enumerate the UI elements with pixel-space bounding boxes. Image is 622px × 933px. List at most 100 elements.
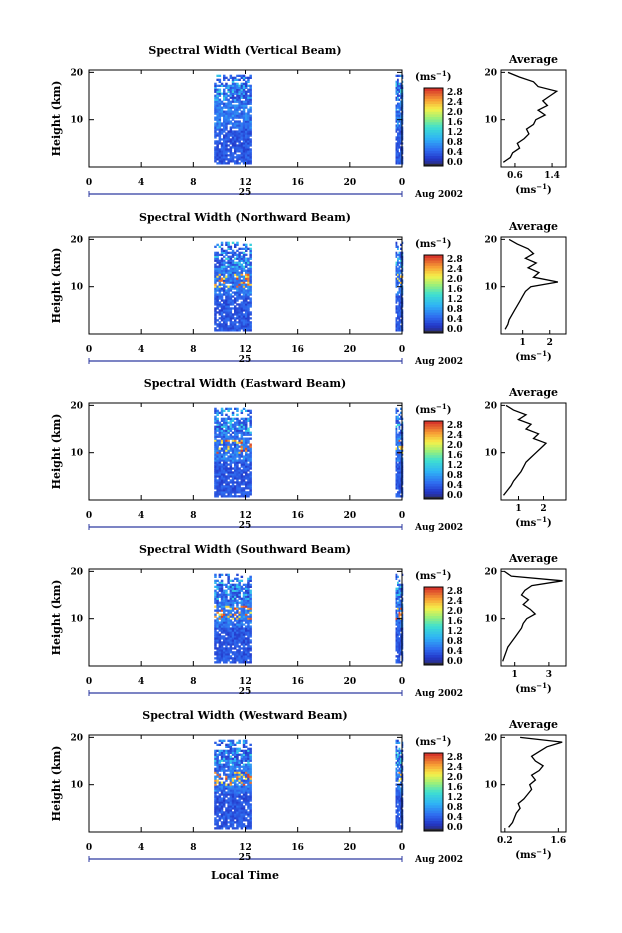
heatmap-cell	[240, 297, 244, 300]
colorbar-segment	[424, 160, 443, 164]
heatmap-cell	[229, 615, 233, 618]
heatmap-cell	[223, 315, 226, 318]
heatmap-cell	[216, 805, 219, 808]
heatmap-cell	[400, 291, 402, 294]
heatmap-cell	[227, 751, 230, 754]
heatmap-cell	[249, 267, 252, 270]
heatmap-cell	[397, 773, 399, 776]
heatmap-cell	[229, 601, 233, 604]
heatmap-cell	[245, 253, 248, 256]
colorbar-tick-label: 2.4	[447, 431, 463, 441]
heatmap-cell	[220, 257, 224, 260]
heatmap-cell	[247, 491, 250, 494]
heatmap-cell	[238, 793, 241, 796]
heatmap-cell	[229, 88, 233, 91]
heatmap-cell	[214, 595, 217, 598]
colorbar-segment	[424, 636, 443, 640]
heatmap-cell	[218, 92, 222, 95]
heatmap-cell	[236, 289, 239, 292]
heatmap-cell	[400, 635, 402, 638]
heatmap-cell	[229, 469, 233, 472]
heatmap-cell	[245, 421, 248, 424]
heatmap-cell	[236, 154, 239, 157]
heatmap-cell	[223, 811, 226, 814]
heatmap-cell	[216, 467, 219, 470]
heatmap-cell	[236, 793, 239, 796]
heatmap-cell	[240, 263, 244, 266]
heatmap-cell	[395, 152, 398, 155]
heatmap-cell	[236, 783, 239, 786]
heatmap-cell	[240, 607, 244, 610]
y-axis-label: Height (km)	[50, 746, 63, 822]
heatmap-cell	[236, 477, 239, 480]
heatmap-cell	[229, 94, 233, 97]
colorbar-segment	[424, 288, 443, 292]
heatmap-cell	[245, 114, 248, 117]
heatmap-cell	[240, 443, 244, 446]
colorbar-segment	[424, 283, 443, 287]
heatmap-cell	[238, 305, 241, 308]
colorbar-segment	[424, 760, 443, 764]
heatmap-cell	[216, 140, 219, 143]
heatmap-cell	[223, 104, 226, 107]
heatmap-cell	[247, 609, 250, 612]
heatmap-cell	[220, 597, 224, 600]
heatmap-cell	[398, 291, 401, 294]
heatmap-cell	[234, 291, 237, 294]
heatmap-cell	[240, 259, 244, 262]
heatmap-cell	[214, 471, 217, 474]
heatmap-cell	[216, 255, 219, 258]
heatmap-cell	[242, 102, 246, 105]
heatmap-cell	[398, 413, 401, 416]
heatmap-cell	[216, 295, 219, 298]
heatmap-cell	[395, 293, 398, 296]
heatmap-cell	[229, 779, 233, 782]
heatmap-cell	[242, 823, 246, 826]
heatmap-cell	[223, 617, 226, 620]
heatmap-cell	[231, 295, 235, 298]
heatmap-cell	[245, 146, 248, 149]
heatmap-cell	[216, 593, 219, 596]
heatmap-cell	[223, 763, 226, 766]
heatmap-cell	[242, 156, 246, 159]
heatmap-cell	[225, 158, 228, 161]
heatmap-cell	[395, 637, 398, 640]
colorbar-segment	[424, 781, 443, 785]
heatmap-cell	[249, 301, 252, 304]
profile-unit: (ms	[515, 684, 536, 695]
heatmap-cell	[225, 269, 228, 272]
heatmap-cell	[397, 471, 399, 474]
heatmap-cell	[245, 603, 248, 606]
profile-x-tick-label: 1	[512, 670, 518, 680]
heatmap-cell	[238, 78, 241, 81]
heatmap-cell	[397, 581, 399, 584]
heatmap-cell	[395, 659, 398, 662]
month-label: Aug 2002	[414, 855, 463, 865]
heatmap-cell	[214, 439, 217, 442]
heatmap-cell	[398, 805, 401, 808]
heatmap-cell	[242, 257, 246, 260]
heatmap-cell	[398, 809, 401, 812]
colorbar-segment	[424, 268, 443, 271]
heatmap-cell	[238, 739, 241, 742]
heatmap-cell	[245, 625, 248, 628]
heatmap-cell	[231, 96, 235, 99]
heatmap-cell	[395, 591, 398, 594]
heatmap-cell	[227, 577, 230, 580]
heatmap-cell	[225, 425, 228, 428]
heatmap-cell	[223, 801, 226, 804]
heatmap-cell	[245, 329, 248, 332]
heatmap-cell	[247, 98, 250, 101]
heatmap-cell	[231, 617, 235, 620]
heatmap-cell	[236, 132, 239, 135]
heatmap-cell	[249, 457, 252, 460]
heatmap-cell	[214, 651, 217, 654]
heatmap-cell	[245, 263, 248, 266]
heatmap-cell	[220, 449, 224, 452]
heatmap-cell	[400, 449, 402, 452]
heatmap-cell	[216, 781, 219, 784]
heatmap-cell	[216, 591, 219, 594]
heatmap-cell	[225, 112, 228, 115]
heatmap-cell	[223, 417, 226, 420]
heatmap-cell	[227, 809, 230, 812]
